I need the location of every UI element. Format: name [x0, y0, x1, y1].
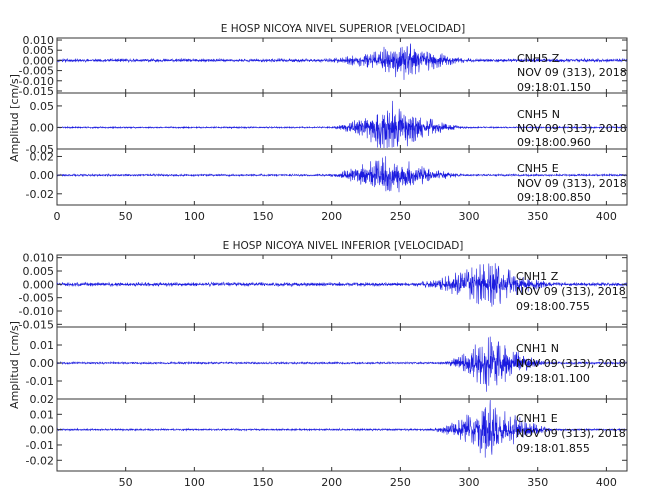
- x-tick-label: 350: [527, 210, 548, 223]
- trace-time: 09:18:00.850: [517, 191, 591, 204]
- y-tick-label: -0.010: [19, 75, 54, 88]
- trace-panel-cnh5-e: CNH5 E NOV 09 (313), 2018 09:18:00.850 0…: [26, 148, 628, 206]
- chart-title-superior: E HOSP NICOYA NIVEL SUPERIOR [VELOCIDAD]: [221, 23, 465, 35]
- panel-group-superior: E HOSP NICOYA NIVEL SUPERIOR [VELOCIDAD]…: [8, 23, 628, 223]
- trace-frame: [56, 148, 628, 206]
- y-tick-label: 0.000: [23, 54, 55, 67]
- trace-date: NOV 09 (313), 2018: [517, 66, 627, 79]
- y-tick-label: 0.01: [30, 339, 55, 352]
- trace-time: 09:18:00.960: [517, 136, 591, 149]
- y-tick-label: 0.00: [30, 121, 55, 134]
- station-component-label: CNH5 E: [517, 162, 559, 175]
- x-tick-label: 150: [253, 210, 274, 223]
- x-tick-label: 200: [321, 210, 342, 223]
- trace-frame: [56, 398, 628, 472]
- waveform-trace: [56, 100, 628, 149]
- y-tick-label: -0.005: [19, 65, 54, 78]
- station-component-label: CNH1 E: [516, 412, 558, 425]
- x-axis-inferior: 50 100 150 200 250 300 350 400: [119, 476, 617, 489]
- y-tick-label: -0.010: [19, 305, 54, 318]
- x-tick-label: 200: [321, 476, 342, 489]
- trace-panel-cnh1-z: CNH1 Z NOV 09 (313), 2018 09:18:00.755 0…: [19, 252, 628, 331]
- waveform-trace: [56, 263, 628, 307]
- trace-time: 09:18:01.100: [516, 372, 590, 385]
- y-tick-label: 0.05: [30, 100, 55, 113]
- trace-time: 09:18:01.855: [516, 442, 590, 455]
- y-tick-label: 0.00: [30, 424, 55, 437]
- x-tick-label: 100: [184, 476, 205, 489]
- y-tick-label: -0.005: [19, 292, 54, 305]
- station-component-label: CNH5 Z: [517, 52, 560, 65]
- trace-time: 09:18:00.755: [516, 300, 590, 313]
- x-tick-label: 50: [119, 476, 133, 489]
- trace-panel-cnh5-n: CNH5 N NOV 09 (313), 2018 09:18:00.960 0…: [26, 92, 628, 156]
- x-tick-label: 350: [527, 476, 548, 489]
- trace-date: NOV 09 (313), 2018: [517, 177, 627, 190]
- x-tick-label: 300: [459, 210, 480, 223]
- y-tick-label: -0.01: [26, 375, 54, 388]
- waveform-trace: [56, 336, 628, 392]
- y-tick-label: 0.01: [30, 408, 55, 421]
- trace-panel-cnh5-z: CNH5 Z NOV 09 (313), 2018 09:18:01.150 0…: [19, 34, 628, 98]
- x-tick-label: 0: [54, 210, 61, 223]
- x-tick-label: 250: [390, 210, 411, 223]
- y-tick-label: -0.02: [26, 454, 54, 467]
- trace-time: 09:18:01.150: [517, 81, 591, 94]
- x-tick-label: 150: [253, 476, 274, 489]
- x-tick-label: 50: [119, 210, 133, 223]
- x-axis-superior: 0 50 100 150 200 250 300 350 400: [54, 210, 617, 223]
- station-component-label: CNH5 N: [517, 108, 560, 121]
- panel-group-inferior: E HOSP NICOYA NIVEL INFERIOR [VELOCIDAD]…: [8, 240, 628, 489]
- y-tick-label: -0.01: [26, 439, 54, 452]
- trace-date: NOV 09 (313), 2018: [517, 122, 627, 135]
- trace-panel-cnh1-n: CNH1 N NOV 09 (313), 2018 09:18:01.100 0…: [26, 326, 628, 400]
- x-tick-label: 400: [596, 476, 617, 489]
- trace-date: NOV 09 (313), 2018: [516, 357, 626, 370]
- y-tick-label: 0.005: [23, 44, 55, 57]
- trace-date: NOV 09 (313), 2018: [516, 285, 626, 298]
- x-tick-label: 300: [459, 476, 480, 489]
- x-tick-label: 250: [390, 476, 411, 489]
- y-tick-label: -0.02: [26, 188, 54, 201]
- station-component-label: CNH1 Z: [516, 270, 559, 283]
- x-tick-label: 400: [596, 210, 617, 223]
- y-tick-label: 0.010: [23, 34, 55, 47]
- chart-title-inferior: E HOSP NICOYA NIVEL INFERIOR [VELOCIDAD]: [223, 240, 464, 252]
- y-tick-label: 0.00: [30, 169, 55, 182]
- y-tick-label: -0.05: [26, 143, 54, 156]
- y-tick-label: 0.02: [30, 393, 55, 406]
- y-tick-label: 0.02: [30, 150, 55, 163]
- y-axis-label-inferior: Amplitud [cm/s]: [8, 321, 21, 409]
- y-tick-label: -0.015: [19, 318, 54, 331]
- y-tick-label: 0.000: [23, 278, 55, 291]
- waveform-trace: [56, 156, 628, 193]
- waveform-trace: [56, 399, 628, 458]
- y-tick-label: -0.015: [19, 85, 54, 98]
- x-tick-label: 100: [184, 210, 205, 223]
- waveform-trace: [56, 43, 628, 80]
- trace-date: NOV 09 (313), 2018: [516, 427, 626, 440]
- y-tick-label: 0.010: [23, 252, 55, 265]
- trace-panel-cnh1-e: CNH1 E NOV 09 (313), 2018 09:18:01.855 0…: [26, 393, 628, 472]
- y-tick-label: 0.005: [23, 265, 55, 278]
- station-component-label: CNH1 N: [516, 342, 559, 355]
- y-tick-label: 0.00: [30, 357, 55, 370]
- y-axis-label-superior: Amplitud [cm/s]: [8, 74, 21, 162]
